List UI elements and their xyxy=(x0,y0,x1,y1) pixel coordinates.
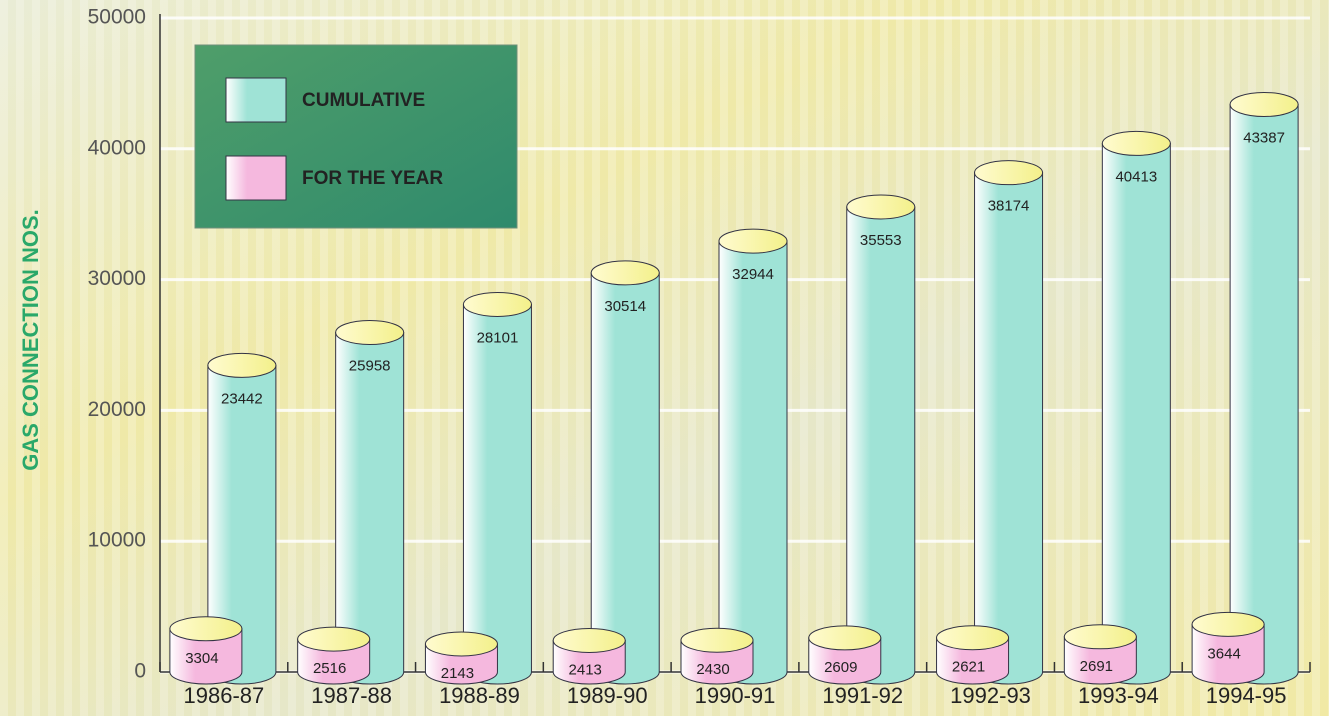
legend-label: FOR THE YEAR xyxy=(302,168,443,189)
x-tick-label: 1994-95 xyxy=(1206,683,1287,708)
cylinder-top xyxy=(974,160,1044,186)
cylinder-top xyxy=(1191,611,1265,637)
value-label: 3644 xyxy=(1207,645,1240,662)
y-tick-label: 40000 xyxy=(88,136,146,159)
cylinder xyxy=(1101,142,1171,685)
value-label: 2143 xyxy=(441,665,474,682)
cylinder-top xyxy=(462,291,532,317)
value-label: 23442 xyxy=(221,390,263,407)
value-label: 2609 xyxy=(824,659,857,676)
cylinder-top xyxy=(169,616,243,642)
cylinder xyxy=(297,638,371,685)
x-tick-label: 1992-93 xyxy=(950,683,1031,708)
cylinder xyxy=(462,303,532,685)
legend-swatch xyxy=(225,77,287,123)
x-tick-label: 1988-89 xyxy=(439,683,520,708)
cylinder-top xyxy=(718,228,788,254)
legend-swatch xyxy=(225,155,287,201)
value-label: 2516 xyxy=(313,660,346,677)
legend xyxy=(194,44,518,229)
x-tick-label: 1986-87 xyxy=(184,683,265,708)
value-label: 25958 xyxy=(349,357,391,374)
cylinder-top xyxy=(680,627,754,653)
cylinder xyxy=(1229,103,1299,685)
cylinder-top xyxy=(808,625,882,651)
x-tick-label: 1987-88 xyxy=(311,683,392,708)
value-label: 28101 xyxy=(477,329,519,346)
cylinder-top xyxy=(936,625,1010,651)
cylinder xyxy=(169,628,243,685)
value-label: 2430 xyxy=(696,661,729,678)
value-label: 2621 xyxy=(952,659,985,676)
value-label: 30514 xyxy=(604,298,646,315)
value-label: 43387 xyxy=(1243,129,1285,146)
value-label: 35553 xyxy=(860,232,902,249)
cylinder-top xyxy=(424,631,498,657)
cylinder-top xyxy=(552,627,626,653)
y-tick-label: 10000 xyxy=(88,529,146,552)
cylinder-top xyxy=(590,260,660,286)
x-tick-label: 1990-91 xyxy=(695,683,776,708)
x-tick-label: 1991-92 xyxy=(822,683,903,708)
cylinder-top xyxy=(207,352,277,378)
value-label: 2413 xyxy=(569,661,602,678)
x-tick-label: 1993-94 xyxy=(1078,683,1159,708)
y-tick-label: 30000 xyxy=(88,267,146,290)
cylinder-top xyxy=(846,194,916,220)
cylinder-top xyxy=(1063,624,1137,650)
legend-label: CUMULATIVE xyxy=(302,90,425,111)
cylinder xyxy=(718,240,788,685)
cylinder xyxy=(846,206,916,685)
y-tick-label: 20000 xyxy=(88,398,146,421)
cylinder-top xyxy=(335,319,405,345)
x-tick-label: 1989-90 xyxy=(567,683,648,708)
y-axis-label: GAS CONNECTION NOS. xyxy=(18,209,43,471)
cylinder-top xyxy=(297,626,371,652)
cylinder-top xyxy=(1229,91,1299,117)
cylinder xyxy=(680,639,754,685)
cylinder xyxy=(1191,623,1265,685)
value-label: 38174 xyxy=(988,198,1030,215)
value-label: 32944 xyxy=(732,266,774,283)
cylinder xyxy=(590,272,660,685)
value-label: 2691 xyxy=(1080,658,1113,675)
y-tick-label: 50000 xyxy=(88,6,146,29)
value-label: 3304 xyxy=(185,650,218,667)
cylinder xyxy=(1063,636,1137,685)
cylinder xyxy=(936,637,1010,685)
value-label: 40413 xyxy=(1115,168,1157,185)
y-tick-label: 0 xyxy=(134,660,146,683)
cylinder xyxy=(974,172,1044,685)
cylinder xyxy=(808,637,882,685)
cylinder-top xyxy=(1101,130,1171,156)
